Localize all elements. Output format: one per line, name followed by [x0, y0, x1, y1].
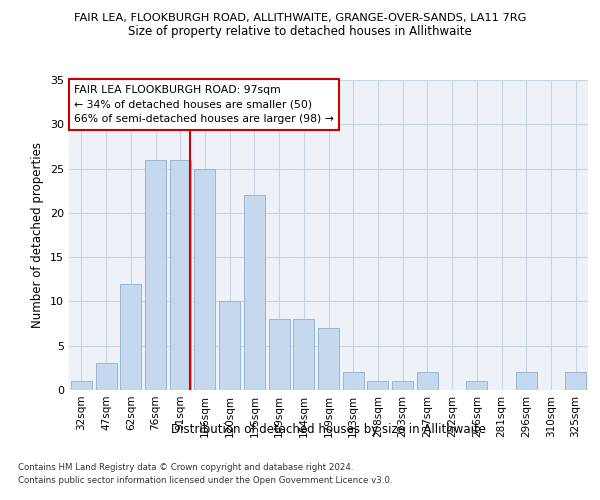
Text: Contains public sector information licensed under the Open Government Licence v3: Contains public sector information licen…	[18, 476, 392, 485]
Bar	[343, 372, 364, 390]
Bar	[293, 319, 314, 390]
Bar	[516, 372, 537, 390]
Text: FAIR LEA, FLOOKBURGH ROAD, ALLITHWAITE, GRANGE-OVER-SANDS, LA11 7RG: FAIR LEA, FLOOKBURGH ROAD, ALLITHWAITE, …	[74, 12, 526, 22]
Bar	[95, 364, 116, 390]
Bar	[392, 381, 413, 390]
Bar	[244, 195, 265, 390]
Bar	[120, 284, 141, 390]
Bar	[466, 381, 487, 390]
Bar	[71, 381, 92, 390]
Bar	[318, 328, 339, 390]
Text: FAIR LEA FLOOKBURGH ROAD: 97sqm
← 34% of detached houses are smaller (50)
66% of: FAIR LEA FLOOKBURGH ROAD: 97sqm ← 34% of…	[74, 84, 334, 124]
Text: Distribution of detached houses by size in Allithwaite: Distribution of detached houses by size …	[172, 422, 487, 436]
Bar	[417, 372, 438, 390]
Bar	[367, 381, 388, 390]
Y-axis label: Number of detached properties: Number of detached properties	[31, 142, 44, 328]
Bar	[170, 160, 191, 390]
Bar	[145, 160, 166, 390]
Bar	[565, 372, 586, 390]
Text: Size of property relative to detached houses in Allithwaite: Size of property relative to detached ho…	[128, 25, 472, 38]
Bar	[194, 168, 215, 390]
Bar	[269, 319, 290, 390]
Text: Contains HM Land Registry data © Crown copyright and database right 2024.: Contains HM Land Registry data © Crown c…	[18, 462, 353, 471]
Bar	[219, 302, 240, 390]
